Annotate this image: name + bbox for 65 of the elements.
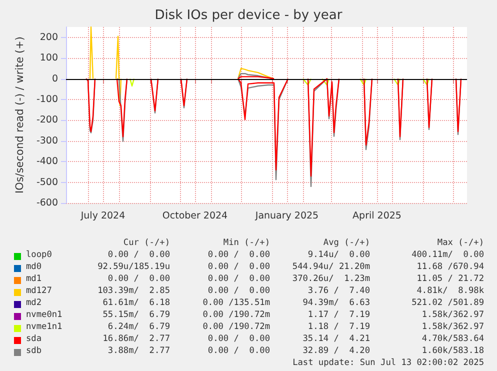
text: 35.14 / 4.21 <box>302 334 370 344</box>
text: 521.02 /501.89 <box>412 298 484 308</box>
text: 16.86m/ 2.77 <box>102 334 170 344</box>
text: 0.00 / 0.00 <box>108 274 170 284</box>
y-tick-label: -300 <box>36 135 58 146</box>
legend-label: loop0 <box>26 250 52 260</box>
text: Min (-/+) <box>223 238 270 248</box>
text: 11.68 /670.94 <box>416 262 484 272</box>
text: 1.17 / 7.19 <box>308 310 370 320</box>
text: 0.00 /135.51m <box>202 298 270 308</box>
y-tick-label: 0 <box>52 73 58 84</box>
y-tick-label: -500 <box>36 176 58 188</box>
text: 544.94u/ 21.20m <box>292 262 370 272</box>
legend-label: nvme0n1 <box>26 310 62 320</box>
text: 11.05 / 21.72 <box>416 274 484 284</box>
x-tick-label: April 2025 <box>352 210 402 222</box>
text: 1.60k/583.18 <box>422 346 484 356</box>
text: 3.76 / 7.40 <box>308 286 370 296</box>
text: Cur (-/+) <box>123 238 170 248</box>
legend-label: md1 <box>26 274 42 284</box>
text: 0.00 / 0.00 <box>208 334 270 344</box>
y-tick-label: 200 <box>40 32 58 43</box>
text: 1.18 / 7.19 <box>308 322 370 332</box>
legend-label: md2 <box>26 298 42 308</box>
text: 55.15m/ 6.79 <box>102 310 170 320</box>
y-axis-title: IOs/second read (-) / write (+) <box>14 36 26 194</box>
text: 1.58k/362.97 <box>422 310 484 320</box>
text: Max (-/+) <box>437 238 484 248</box>
text: 0.00 / 0.00 <box>208 262 270 272</box>
text: 370.26u/ 1.23m <box>292 274 370 284</box>
text: 0.00 / 0.00 <box>208 286 270 296</box>
y-tick-label: 100 <box>40 52 58 64</box>
text: 0.00 / 0.00 <box>108 250 170 260</box>
legend-label: nvme1n1 <box>26 322 62 332</box>
legend-label: sdb <box>26 346 42 356</box>
text: 0.00 / 0.00 <box>208 274 270 284</box>
y-tick-label: -600 <box>36 198 58 208</box>
text: 92.59u/185.19u <box>98 262 170 272</box>
legend-label: md0 <box>26 262 42 272</box>
text: Avg (-/+) <box>323 238 370 248</box>
text: Last update: Sun Jul 13 02:00:02 2025 <box>292 358 484 368</box>
y-tick-label: -200 <box>36 114 58 126</box>
x-tick-label: January 2025 <box>254 210 319 222</box>
x-tick-label: July 2024 <box>80 210 126 222</box>
text: 4.70k/583.64 <box>422 334 484 344</box>
text: 3.88m/ 2.77 <box>108 346 170 356</box>
text: 0.00 /190.72m <box>202 310 270 320</box>
text: 0.00 / 0.00 <box>208 250 270 260</box>
y-tick-label: -100 <box>36 94 58 105</box>
text: 6.24m/ 6.79 <box>108 322 170 332</box>
legend-label: sda <box>26 334 42 344</box>
text: 94.39m/ 6.63 <box>302 298 370 308</box>
text: 0.00 /190.72m <box>202 322 270 332</box>
legend-label: md127 <box>26 286 52 296</box>
text: 1.58k/362.97 <box>422 322 484 332</box>
chart-title: Disk IOs per device - by year <box>154 8 343 23</box>
y-tick-label: -400 <box>36 156 58 168</box>
text: 400.11m/ 0.00 <box>412 250 484 260</box>
text: 32.89 / 4.20 <box>302 346 370 356</box>
text: 61.61m/ 6.18 <box>102 298 170 308</box>
text: 9.14u/ 0.00 <box>308 250 370 260</box>
text: 0.00 / 0.00 <box>208 346 270 356</box>
text: 103.39m/ 2.85 <box>98 286 170 296</box>
x-tick-label: October 2024 <box>162 210 228 222</box>
text: 4.81k/ 8.98k <box>416 286 484 296</box>
